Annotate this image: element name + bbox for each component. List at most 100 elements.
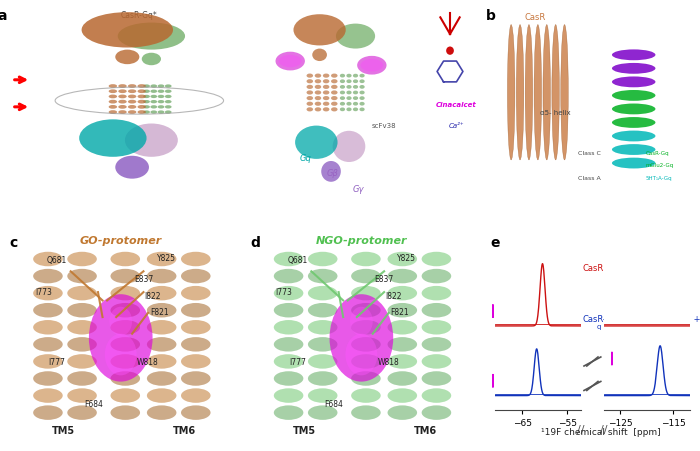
Ellipse shape (109, 307, 132, 336)
Ellipse shape (147, 388, 176, 403)
Ellipse shape (108, 110, 117, 114)
Ellipse shape (165, 84, 172, 87)
Ellipse shape (274, 269, 303, 283)
Ellipse shape (111, 405, 140, 420)
Text: CasR-Gq: CasR-Gq (645, 151, 669, 156)
Ellipse shape (525, 25, 533, 160)
Ellipse shape (359, 102, 365, 106)
Ellipse shape (105, 334, 136, 375)
Ellipse shape (147, 252, 176, 266)
Ellipse shape (274, 286, 303, 300)
Text: Ca²⁺: Ca²⁺ (449, 123, 464, 129)
Ellipse shape (308, 303, 337, 318)
Ellipse shape (323, 90, 330, 95)
Ellipse shape (118, 84, 127, 88)
Text: CasR-Gq*: CasR-Gq* (121, 11, 158, 20)
Ellipse shape (108, 100, 117, 104)
Ellipse shape (346, 79, 351, 83)
Ellipse shape (359, 91, 365, 94)
Text: W818: W818 (378, 359, 400, 368)
Ellipse shape (67, 252, 97, 266)
Text: CasR: CasR (524, 13, 545, 22)
Text: Q681: Q681 (47, 256, 67, 265)
Ellipse shape (340, 91, 345, 94)
Ellipse shape (279, 55, 302, 67)
Ellipse shape (308, 371, 337, 386)
Ellipse shape (421, 388, 452, 403)
Ellipse shape (421, 269, 452, 283)
Text: F684: F684 (325, 400, 344, 409)
Ellipse shape (181, 388, 211, 403)
Ellipse shape (331, 85, 337, 89)
Ellipse shape (307, 79, 313, 83)
Ellipse shape (331, 90, 337, 95)
Ellipse shape (421, 405, 452, 420)
Ellipse shape (274, 303, 303, 318)
Ellipse shape (67, 320, 97, 335)
Ellipse shape (111, 269, 140, 283)
Text: b: b (486, 9, 496, 23)
Ellipse shape (340, 79, 345, 83)
Ellipse shape (293, 14, 346, 46)
Text: E837: E837 (134, 275, 153, 284)
Text: CasR+cinacalcet: CasR+cinacalcet (583, 263, 654, 272)
Ellipse shape (353, 74, 358, 78)
Ellipse shape (353, 107, 358, 111)
Ellipse shape (323, 85, 330, 89)
Ellipse shape (33, 354, 63, 368)
Ellipse shape (315, 107, 321, 111)
Text: TM6: TM6 (173, 426, 196, 436)
Ellipse shape (144, 95, 150, 98)
Ellipse shape (33, 286, 63, 300)
Ellipse shape (340, 102, 345, 106)
Ellipse shape (323, 101, 330, 106)
Ellipse shape (353, 91, 358, 94)
Ellipse shape (116, 156, 149, 179)
Text: E837: E837 (374, 275, 393, 284)
Ellipse shape (33, 303, 63, 318)
Ellipse shape (111, 320, 140, 335)
Ellipse shape (276, 52, 305, 70)
Ellipse shape (144, 100, 150, 103)
Ellipse shape (388, 320, 417, 335)
Ellipse shape (33, 388, 63, 403)
Ellipse shape (421, 252, 452, 266)
Ellipse shape (323, 74, 330, 78)
Ellipse shape (340, 74, 345, 78)
Ellipse shape (125, 124, 178, 157)
Ellipse shape (79, 120, 146, 157)
Text: TM5: TM5 (52, 426, 76, 436)
Ellipse shape (33, 320, 63, 335)
Ellipse shape (307, 74, 313, 78)
Text: //: // (601, 425, 608, 435)
Ellipse shape (612, 63, 655, 74)
Ellipse shape (147, 269, 176, 283)
Ellipse shape (147, 405, 176, 420)
Ellipse shape (315, 90, 321, 95)
Ellipse shape (612, 104, 655, 115)
Ellipse shape (181, 303, 211, 318)
Ellipse shape (147, 286, 176, 300)
Ellipse shape (421, 286, 452, 300)
Ellipse shape (274, 354, 303, 368)
Text: d: d (250, 236, 260, 250)
Ellipse shape (67, 405, 97, 420)
Text: NGO-protomer: NGO-protomer (316, 236, 407, 246)
Ellipse shape (150, 84, 158, 87)
Ellipse shape (67, 388, 97, 403)
Ellipse shape (108, 95, 117, 98)
Ellipse shape (421, 320, 452, 335)
Ellipse shape (321, 161, 341, 182)
Ellipse shape (308, 320, 337, 335)
Ellipse shape (147, 354, 176, 368)
Ellipse shape (612, 77, 655, 87)
Ellipse shape (274, 320, 303, 335)
Ellipse shape (331, 96, 337, 100)
Text: F821: F821 (391, 308, 409, 318)
Ellipse shape (612, 117, 655, 128)
Ellipse shape (111, 337, 140, 352)
Ellipse shape (33, 269, 63, 283)
Ellipse shape (158, 95, 164, 98)
Ellipse shape (118, 23, 185, 50)
Ellipse shape (128, 89, 136, 93)
